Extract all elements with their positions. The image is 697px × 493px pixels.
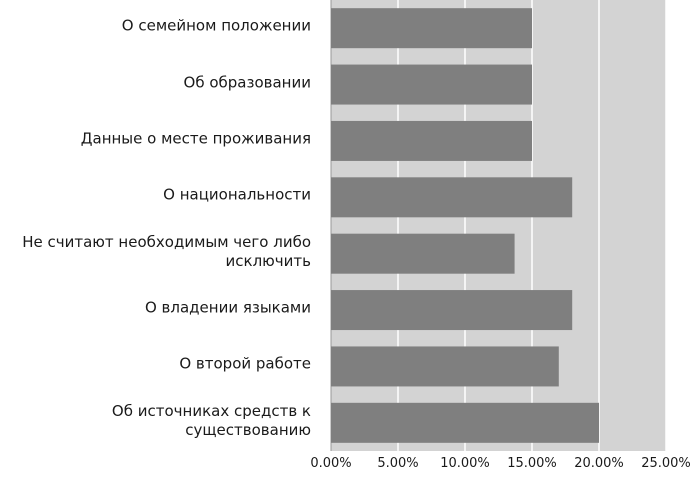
category-label: О владении языками (144, 298, 311, 317)
x-tick-label: 5.00% (377, 456, 419, 471)
category-label: О второй работе (179, 354, 311, 373)
category-label: Об образовании (183, 73, 311, 92)
bar (331, 290, 573, 331)
category-label: О национальности (163, 185, 311, 204)
x-tick-label: 15.00% (507, 456, 557, 471)
x-tick-label: 25.00% (641, 456, 691, 471)
category-label: Данные о месте проживания (80, 129, 311, 148)
bar (331, 64, 532, 105)
x-tick-label: 20.00% (574, 456, 624, 471)
bar (331, 402, 599, 443)
x-tick-label: 10.00% (440, 456, 490, 471)
bar (331, 233, 515, 274)
bar (331, 120, 532, 161)
bar (331, 8, 532, 49)
category-label: Об источниках средств к существованию (111, 401, 311, 439)
bar (331, 177, 573, 218)
category-label: Не считают необходимым чего либо исключи… (22, 232, 311, 270)
x-tick-label: 0.00% (310, 456, 352, 471)
category-label: О семейном положении (121, 16, 311, 35)
bar (331, 346, 559, 387)
